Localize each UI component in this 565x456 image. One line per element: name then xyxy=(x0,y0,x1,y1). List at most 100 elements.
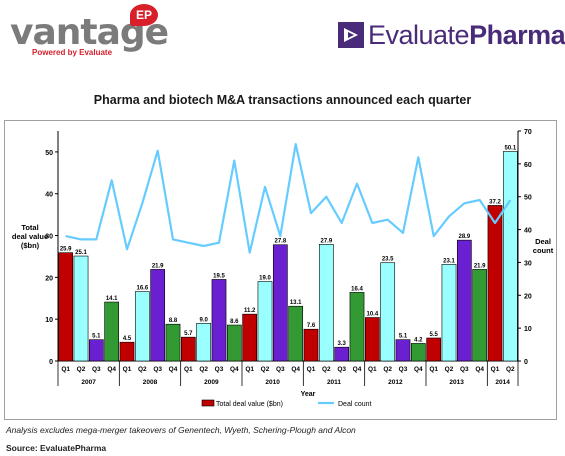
bar-data-label: 23.1 xyxy=(443,258,455,264)
chart-title: Pharma and biotech M&A transactions anno… xyxy=(93,93,472,107)
bar-data-label: 11.2 xyxy=(244,308,256,314)
bar-7 xyxy=(150,269,166,362)
x-tick-label: Q2 xyxy=(506,366,515,373)
legend-label-deal-count: Deal count xyxy=(338,401,372,408)
y-left-tick-label: 50 xyxy=(45,150,53,157)
x-tick-label: Q1 xyxy=(491,366,500,373)
y-right-tick-label: 10 xyxy=(524,326,532,333)
vantage-tagline: Powered by Evaluate xyxy=(32,48,113,57)
bar-data-label: 37.2 xyxy=(489,199,501,205)
evaluatepharma-wordmark: EvaluatePharma® xyxy=(368,20,565,51)
bar-11 xyxy=(211,279,227,362)
x-tick-label: Q3 xyxy=(153,366,162,373)
y-left-axis-title: deal value xyxy=(12,232,48,241)
x-tick-label: Q3 xyxy=(215,366,224,373)
bar-24 xyxy=(410,343,426,362)
bar-8 xyxy=(165,323,181,362)
year-label: 2008 xyxy=(143,379,158,386)
bar-data-label: 28.9 xyxy=(458,234,470,240)
x-tick-label: Q3 xyxy=(337,366,346,373)
y-right-tick-label: 70 xyxy=(524,129,532,136)
bar-13 xyxy=(242,313,258,362)
bar-19 xyxy=(334,346,350,362)
bar-22 xyxy=(380,262,396,362)
x-tick-label: Q3 xyxy=(92,366,101,373)
x-tick-label: Q4 xyxy=(414,366,423,373)
bar-data-label: 8.8 xyxy=(169,318,178,324)
x-tick-label: Q1 xyxy=(184,366,193,373)
evaluatepharma-logo: EvaluatePharma® xyxy=(338,20,565,56)
bar-data-label: 16.4 xyxy=(351,286,363,292)
bar-18 xyxy=(318,244,334,362)
x-tick-label: Q1 xyxy=(429,366,438,373)
bar-16 xyxy=(288,305,304,362)
bar-data-label: 8.6 xyxy=(230,319,239,325)
x-tick-label: Q3 xyxy=(276,366,285,373)
x-tick-label: Q2 xyxy=(138,366,147,373)
x-tick-label: Q3 xyxy=(460,366,469,373)
legend-label-deal-value: Total deal value ($bn) xyxy=(216,401,283,408)
bar-data-label: 50.1 xyxy=(504,145,516,151)
evaluatepharma-mark-icon xyxy=(338,22,364,48)
bar-23 xyxy=(395,339,411,362)
bar-data-label: 23.5 xyxy=(382,257,394,263)
ep-badge-icon: EP xyxy=(130,4,158,26)
bar-30 xyxy=(502,151,518,362)
x-tick-label: Q2 xyxy=(199,366,208,373)
x-tick-label: Q2 xyxy=(383,366,392,373)
year-label: 2011 xyxy=(327,379,341,386)
bar-data-label: 27.9 xyxy=(320,238,332,244)
bar-data-label: 13.1 xyxy=(290,300,302,306)
bar-data-label: 19.5 xyxy=(213,273,225,279)
bar-17 xyxy=(303,328,319,362)
evaluate-word: Evaluate xyxy=(368,20,470,50)
year-label: 2012 xyxy=(388,379,403,386)
bar-4 xyxy=(104,301,120,362)
chart-frame xyxy=(4,120,557,420)
bar-6 xyxy=(134,291,150,362)
x-tick-label: Q1 xyxy=(307,366,316,373)
y-right-tick-label: 0 xyxy=(524,359,528,366)
y-left-tick-label: 30 xyxy=(45,234,53,241)
bar-data-label: 4.5 xyxy=(123,336,132,342)
year-label: 2007 xyxy=(81,379,96,386)
y-left-tick-label: 10 xyxy=(45,317,53,324)
bar-1 xyxy=(58,252,74,362)
bar-2 xyxy=(73,255,89,362)
bar-28 xyxy=(472,269,488,362)
x-tick-label: Q4 xyxy=(107,366,116,373)
bar-10 xyxy=(196,323,212,362)
x-tick-label: Q1 xyxy=(61,366,70,373)
bar-data-label: 21.9 xyxy=(152,263,164,269)
bar-data-label: 21.9 xyxy=(474,263,486,269)
bar-9 xyxy=(180,336,196,362)
y-right-axis-title: Deal xyxy=(535,237,551,246)
x-tick-label: Q1 xyxy=(123,366,132,373)
bar-data-label: 16.6 xyxy=(136,286,148,292)
y-right-tick-label: 50 xyxy=(524,195,532,202)
x-tick-label: Q4 xyxy=(230,366,239,373)
x-tick-label: Q1 xyxy=(368,366,377,373)
y-left-axis-title: Total xyxy=(21,223,38,232)
x-tick-label: Q4 xyxy=(291,366,300,373)
bar-3 xyxy=(88,339,104,362)
bar-data-label: 9.0 xyxy=(199,317,208,323)
bar-data-label: 14.1 xyxy=(106,296,118,302)
bar-15 xyxy=(272,244,288,362)
bar-5 xyxy=(119,341,135,362)
bar-data-label: 19.0 xyxy=(259,276,271,282)
x-tick-label: Q1 xyxy=(245,366,254,373)
x-tick-label: Q2 xyxy=(322,366,331,373)
year-label: 2010 xyxy=(265,379,280,386)
x-tick-label: Q3 xyxy=(399,366,408,373)
year-label: 2009 xyxy=(204,379,219,386)
x-tick-label: Q2 xyxy=(77,366,86,373)
bar-data-label: 5.1 xyxy=(399,334,408,340)
bar-data-label: 10.4 xyxy=(366,312,378,318)
y-left-tick-label: 20 xyxy=(45,275,53,282)
x-tick-label: Q2 xyxy=(261,366,270,373)
bar-29 xyxy=(487,205,503,362)
y-left-tick-label: 40 xyxy=(45,192,53,199)
bar-data-label: 25.9 xyxy=(60,247,72,253)
